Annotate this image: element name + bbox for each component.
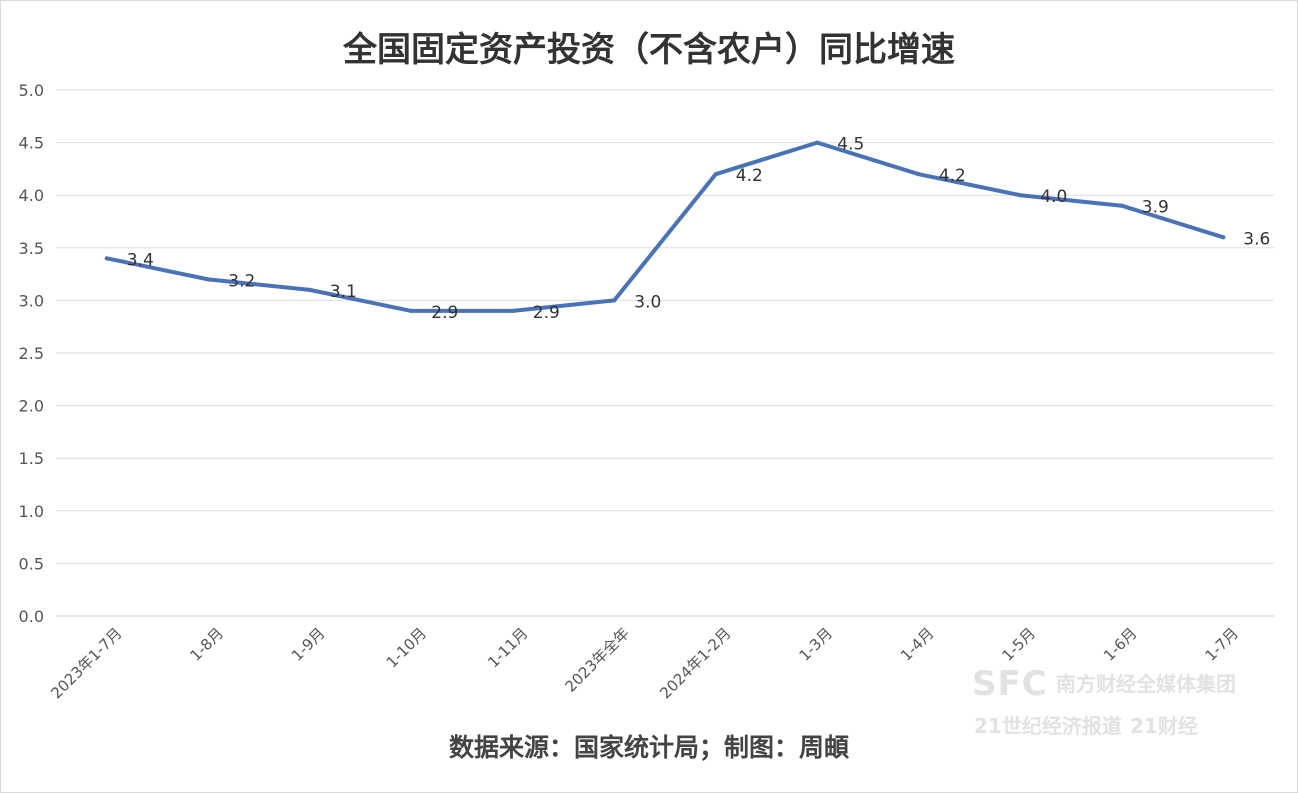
x-tick-label: 1-5月 xyxy=(998,624,1039,665)
y-tick-label: 3.5 xyxy=(19,239,44,258)
data-label: 3.4 xyxy=(127,250,154,270)
data-point xyxy=(1221,235,1226,240)
x-tick-label: 2023年全年 xyxy=(562,624,634,696)
source-note: 数据来源：国家统计局；制图：周頔 xyxy=(448,733,849,762)
y-tick-label: 2.5 xyxy=(19,344,44,363)
y-tick-label: 4.0 xyxy=(19,186,44,205)
y-tick-label: 4.5 xyxy=(19,134,44,153)
y-tick-label: 5.0 xyxy=(19,81,44,100)
data-label: 4.0 xyxy=(1040,187,1067,207)
x-tick-label: 2023年1-7月 xyxy=(47,624,125,702)
data-label: 2.9 xyxy=(431,303,458,323)
y-axis-tick-labels: 0.0 0.5 1.0 1.5 2.0 2.5 3.0 3.5 4.0 4.5 5.0 xyxy=(19,81,44,626)
data-point xyxy=(409,308,414,313)
x-tick-label: 1-10月 xyxy=(383,624,430,671)
series-line xyxy=(104,140,1226,313)
data-label: 3.6 xyxy=(1243,229,1270,249)
chart-title: 全国固定资产投资（不含农户）同比增速 xyxy=(343,30,955,70)
data-label: 3.2 xyxy=(228,271,255,291)
y-tick-label: 1.5 xyxy=(19,449,44,468)
data-label: 4.2 xyxy=(736,166,763,186)
x-tick-label: 1-3月 xyxy=(795,624,836,665)
data-point xyxy=(815,140,820,145)
x-tick-label: 1-8月 xyxy=(186,624,227,665)
x-tick-label: 1-11月 xyxy=(484,624,531,671)
y-tick-label: 1.0 xyxy=(19,502,44,521)
x-tick-label: 1-4月 xyxy=(897,624,938,665)
data-label: 3.0 xyxy=(634,292,661,312)
watermark-logo: SFC 南方财经全媒体集团 21世纪经济报道 21财经 xyxy=(972,664,1252,744)
data-point xyxy=(713,172,718,177)
data-point xyxy=(307,287,312,292)
watermark-sfc-text: SFC xyxy=(972,664,1048,704)
watermark-21caijing-text: 21财经 xyxy=(1130,714,1198,738)
data-point xyxy=(104,256,109,261)
watermark-21-text: 21世纪经济报道 xyxy=(974,714,1122,738)
data-point xyxy=(612,298,617,303)
x-tick-label: 1-7月 xyxy=(1201,624,1242,665)
data-series xyxy=(104,140,1226,313)
y-tick-label: 0.0 xyxy=(19,607,44,626)
data-label: 3.9 xyxy=(1142,198,1169,218)
data-point xyxy=(206,277,211,282)
data-label: 4.2 xyxy=(939,166,966,186)
data-label: 2.9 xyxy=(533,303,560,323)
data-point xyxy=(916,172,921,177)
data-label: 3.1 xyxy=(330,282,357,302)
gridlines xyxy=(56,89,1274,617)
y-tick-label: 0.5 xyxy=(19,554,44,573)
data-labels: 3.4 3.2 3.1 2.9 2.9 3.0 4.2 4.5 4.2 4.0 3.9 3.6 xyxy=(127,135,1271,323)
y-tick-label: 2.0 xyxy=(19,397,44,416)
x-tick-label: 1-9月 xyxy=(288,624,329,665)
data-point xyxy=(1018,193,1023,198)
x-tick-label: 2024年1-2月 xyxy=(656,624,734,702)
y-tick-label: 3.0 xyxy=(19,291,44,310)
x-tick-label: 1-6月 xyxy=(1100,624,1141,665)
data-point xyxy=(510,308,515,313)
data-point xyxy=(1119,203,1124,208)
watermark-group-text: 南方财经全媒体集团 xyxy=(1056,672,1236,696)
data-label: 4.5 xyxy=(837,135,864,155)
